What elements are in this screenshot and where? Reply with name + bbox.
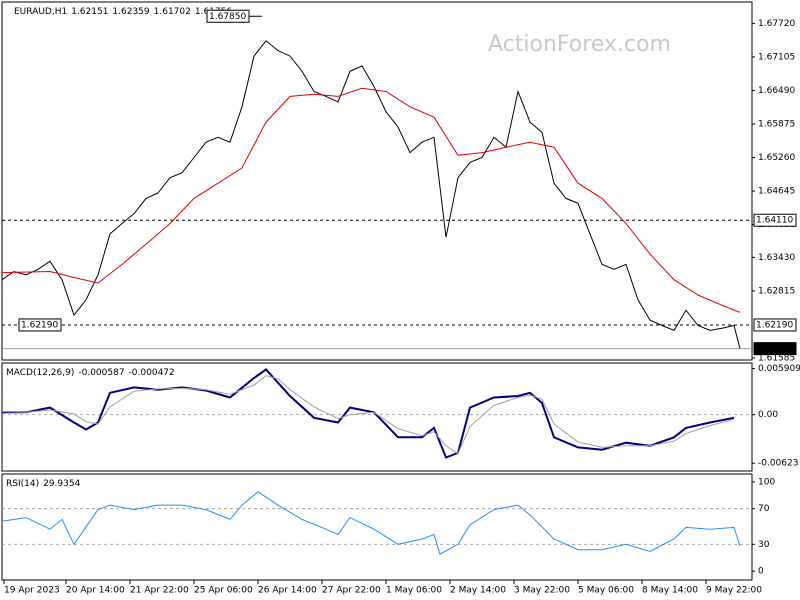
y-tick-label: 1.67105: [758, 52, 795, 62]
rsi-header: RSI(14) 29.9354: [6, 479, 81, 489]
price-frame: [1, 1, 753, 361]
macd-title: MACD(12,26,9): [6, 368, 74, 378]
high-label: 1.67850: [209, 12, 246, 22]
level-left-box: [18, 318, 62, 332]
last-price-label: 1.61756: [756, 344, 793, 354]
open: 1.62151: [71, 7, 108, 17]
x-tick-label: 3 May 22:00: [514, 586, 570, 596]
high-box: [206, 9, 250, 23]
symbol: EURAUD,H1: [14, 7, 67, 17]
series-line: [1, 491, 741, 555]
y-tick-label: 1.65875: [758, 119, 795, 129]
y-tick-label: 1.64645: [758, 187, 795, 197]
y-tick-label: 30: [758, 540, 770, 550]
x-tick-label: 25 Apr 06:00: [194, 586, 253, 596]
last-price-label-box: [753, 342, 797, 356]
macd-frame: [1, 362, 753, 472]
y-tick-label: 1.63430: [758, 253, 795, 263]
rsi-frame: [1, 473, 753, 581]
x-tick-label: 21 Apr 22:00: [130, 586, 189, 596]
macd-main: -0.000587: [78, 368, 124, 378]
y-tick-label: -0.00623: [758, 459, 798, 469]
level-label-box: [753, 318, 797, 332]
x-tick-label: 19 Apr 2023: [4, 586, 60, 596]
x-tick-label: 20 Apr 14:00: [66, 586, 125, 596]
x-tick-label: 2 May 14:00: [450, 586, 506, 596]
x-tick-label: 5 May 06:00: [578, 586, 634, 596]
level-label-box: [753, 213, 797, 227]
x-tick-label: 26 Apr 14:00: [258, 586, 317, 596]
x-tick-label: 9 May 22:00: [706, 586, 762, 596]
high: 1.62359: [112, 7, 149, 17]
y-tick-label: 70: [758, 504, 770, 514]
y-tick-label: 1.67720: [758, 19, 795, 29]
macd-header: MACD(12,26,9) -0.000587 -0.000472: [6, 368, 175, 378]
y-tick-label: 0.00: [758, 410, 778, 420]
rsi-value: 29.9354: [43, 479, 80, 489]
level-label: 1.64110: [756, 216, 793, 226]
level-label: 1.62190: [756, 320, 793, 330]
macd-signal: -0.000472: [129, 368, 175, 378]
y-tick-label: 1.65260: [758, 153, 795, 163]
series-line: [1, 87, 741, 313]
watermark: ActionForex.com: [488, 32, 671, 57]
x-tick-label: 1 May 06:00: [386, 586, 442, 596]
y-tick-label: 0: [758, 567, 764, 577]
low: 1.61702: [154, 7, 191, 17]
y-tick-label: 1.66490: [758, 86, 795, 96]
series-line: [1, 40, 741, 349]
series-line: [1, 375, 735, 455]
y-tick-label: 0.005909: [758, 364, 800, 374]
x-tick-label: 27 Apr 22:00: [322, 586, 381, 596]
level-left-label: 1.62190: [21, 320, 58, 330]
x-tick-label: 8 May 14:00: [642, 586, 698, 596]
rsi-title: RSI(14): [6, 479, 39, 489]
y-tick-label: 1.62815: [758, 286, 795, 296]
y-tick-label: 1.61585: [758, 353, 795, 363]
y-tick-label: 100: [758, 477, 775, 487]
